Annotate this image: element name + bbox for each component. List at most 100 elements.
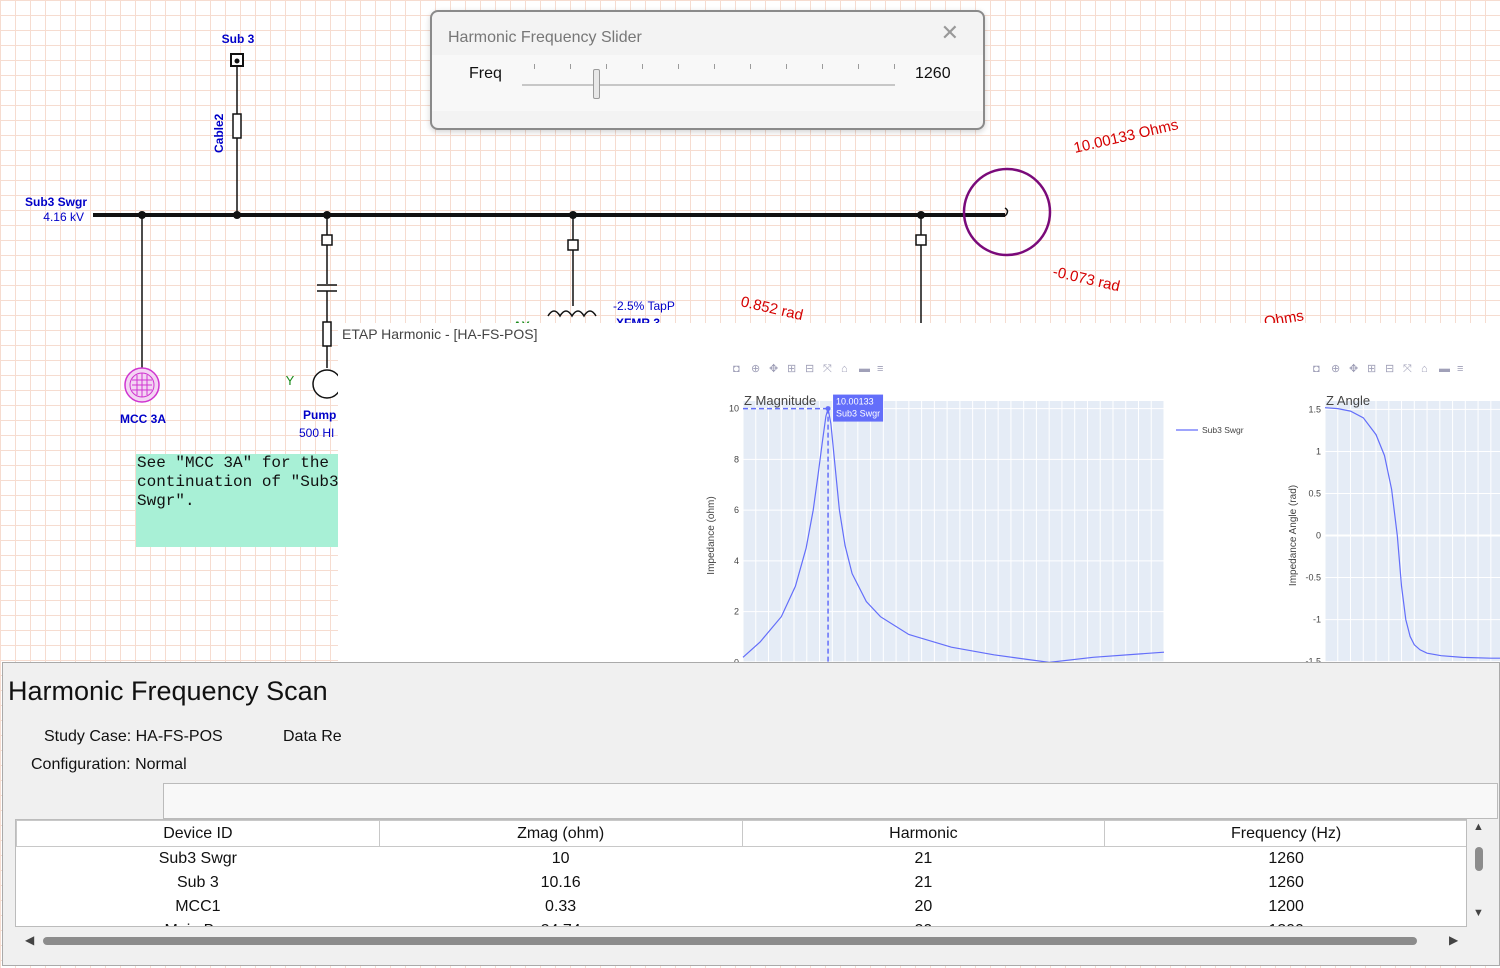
slider-tick — [822, 64, 823, 69]
pump-label: Pump — [303, 408, 336, 422]
mcc-label: MCC 3A — [120, 412, 166, 426]
column-header[interactable]: Frequency (Hz) — [1104, 820, 1466, 847]
cable2-label: Cable2 — [212, 113, 226, 153]
series-line — [1324, 407, 1500, 659]
table-cell: 1260 — [1268, 849, 1304, 867]
y-tick-label: 2 — [734, 607, 739, 617]
bus-voltage-label: 4.16 kV — [43, 210, 84, 224]
table-row[interactable]: Sub 3 10.16 21 1260 — [17, 871, 1467, 895]
slider-tick — [534, 64, 535, 69]
plot-toolbar-icon: ≡ — [1457, 363, 1463, 375]
tap-label: -2.5% TapP — [613, 299, 675, 313]
harmonic-frequency-scan-report: Harmonic Frequency Scan Study Case: HA-F… — [2, 662, 1500, 966]
plot-toolbar-icon: ⤧ — [823, 363, 832, 375]
y-connection-label: Y — [286, 373, 295, 388]
chart-title: Z Angle — [1326, 393, 1370, 408]
table-cell: 24.74 — [379, 919, 742, 927]
frequency-slider-track[interactable] — [522, 84, 895, 86]
table-row[interactable]: MCC1 0.33 20 1200 — [17, 895, 1467, 919]
table-cell: MCC1 — [175, 897, 221, 915]
pump-breaker — [321, 234, 333, 246]
pump-rating-label: 500 HI — [299, 426, 334, 440]
vertical-scrollbar[interactable]: ▲ ▼ — [1468, 819, 1490, 927]
xfmr-winding — [547, 310, 597, 318]
table-cell: Main Bus — [17, 919, 380, 927]
table-cell: 21 — [914, 849, 933, 867]
slider-tick — [858, 64, 859, 69]
impedance-magnitude-result: 10.00133 Ohms — [1072, 116, 1180, 157]
table-row[interactable]: Main Bus24.74201200 — [17, 919, 1467, 927]
slider-tick — [786, 64, 787, 69]
configuration-label: Configuration: Normal — [31, 756, 187, 773]
y-tick-label: -1.5 — [1305, 657, 1321, 667]
scroll-up-icon[interactable]: ▲ — [1473, 821, 1484, 833]
column-header[interactable]: Device ID — [16, 820, 380, 847]
table-cell: 21 — [914, 873, 933, 891]
plot-toolbar-icon: ▬ — [1439, 363, 1450, 375]
table-cell: 20 — [742, 919, 1105, 927]
grid-header-row: Device ID Zmag (ohm) Harmonic Frequency (Hz… — [16, 820, 1466, 847]
y-axis-label: Impedance Angle (rad) — [1288, 485, 1299, 586]
plot-toolbar-icon: ⌂ — [841, 363, 848, 375]
plot-toolbar-icon: ▬ — [859, 363, 870, 375]
plot-background — [743, 401, 1164, 670]
impedance-angle-result: -0.073 rad — [1051, 263, 1121, 295]
bus-name-label: Sub3 Swgr — [25, 195, 87, 209]
plot-toolbar-icon: ⊟ — [1385, 363, 1394, 375]
y-tick-label: 8 — [734, 454, 739, 464]
y-axis-label: Impedance (ohm) — [706, 496, 717, 574]
hover-series: Sub3 Swgr — [836, 409, 880, 419]
report-title: Harmonic Frequency Scan — [8, 676, 328, 706]
note-box[interactable]: See "MCC 3A" for the continuation of "Su… — [136, 454, 338, 547]
hover-tooltip — [833, 394, 884, 422]
filter-input[interactable] — [163, 783, 1498, 819]
scroll-down-icon[interactable]: ▼ — [1473, 907, 1484, 919]
legend-label: Sub3 Swgr — [1202, 425, 1244, 435]
close-icon[interactable]: ✕ — [940, 20, 959, 45]
table-row[interactable]: Sub3 Swgr 10 21 1260 — [17, 847, 1467, 871]
data-rev-label: Data Re — [283, 728, 342, 745]
plot-toolbar-icon: ⌂ — [1421, 363, 1428, 375]
column-header[interactable]: Harmonic — [741, 820, 1106, 847]
plot-toolbar-icon: ⊟ — [805, 363, 814, 375]
horizontal-scrollbar[interactable]: ◀ ▶ — [15, 929, 1467, 951]
scroll-right-icon[interactable]: ▶ — [1449, 933, 1459, 947]
slider-tick — [678, 64, 679, 69]
hover-point — [825, 406, 831, 412]
vertical-scroll-thumb[interactable] — [1475, 847, 1483, 871]
plot-window-title: ETAP Harmonic - [HA-FS-POS] — [342, 326, 538, 342]
series-line — [742, 408, 1165, 664]
column-header[interactable]: Zmag (ohm) — [378, 820, 743, 847]
chart-title: Z Magnitude — [744, 393, 816, 408]
y-tick-label: -1 — [1313, 615, 1321, 625]
slider-tick — [570, 64, 571, 69]
frequency-slider-thumb[interactable] — [592, 69, 600, 99]
y-tick-label: 0 — [1316, 531, 1321, 541]
horizontal-scroll-thumb[interactable] — [43, 937, 1417, 945]
harmonic-frequency-slider-dialog: Harmonic Frequency Slider ✕ Freq 1260 — [430, 10, 985, 130]
table-cell: 20 — [914, 897, 933, 915]
plot-toolbar-icon: ⊞ — [1367, 363, 1376, 375]
slider-tick — [750, 64, 751, 69]
study-case-label: Study Case: HA-FS-POS — [44, 728, 223, 745]
plot-toolbar-icon: ⊕ — [1331, 363, 1340, 375]
y-tick-label: -0.5 — [1305, 573, 1321, 583]
y-tick-label: 6 — [734, 505, 739, 515]
plot-toolbar-icon: ✥ — [769, 363, 778, 375]
table-cell: Sub3 Swgr — [158, 849, 237, 867]
plot-toolbar-icon: ≡ — [877, 363, 883, 375]
grid-body: Sub3 Swgr 10 21 1260 Sub 3 10.16 21 1260 MCC1 0.3… — [17, 847, 1467, 927]
scroll-left-icon[interactable]: ◀ — [25, 933, 35, 947]
y-tick-label: 4 — [734, 556, 739, 566]
plot-toolbar-icon: ◘ — [733, 363, 740, 375]
slider-tick — [894, 64, 895, 69]
plot-toolbar-icon: ⤧ — [1403, 363, 1412, 375]
plot-toolbar-icon: ✥ — [1349, 363, 1358, 375]
y-tick-label: 1.5 — [1308, 404, 1321, 414]
results-grid[interactable]: Device ID Zmag (ohm) Harmonic Frequency (Hz… — [15, 819, 1467, 927]
table-cell: 1260 — [1268, 873, 1304, 891]
slider-tick — [606, 64, 607, 69]
table-cell: Sub 3 — [176, 873, 219, 891]
plot-toolbar-icon: ◘ — [1313, 363, 1320, 375]
